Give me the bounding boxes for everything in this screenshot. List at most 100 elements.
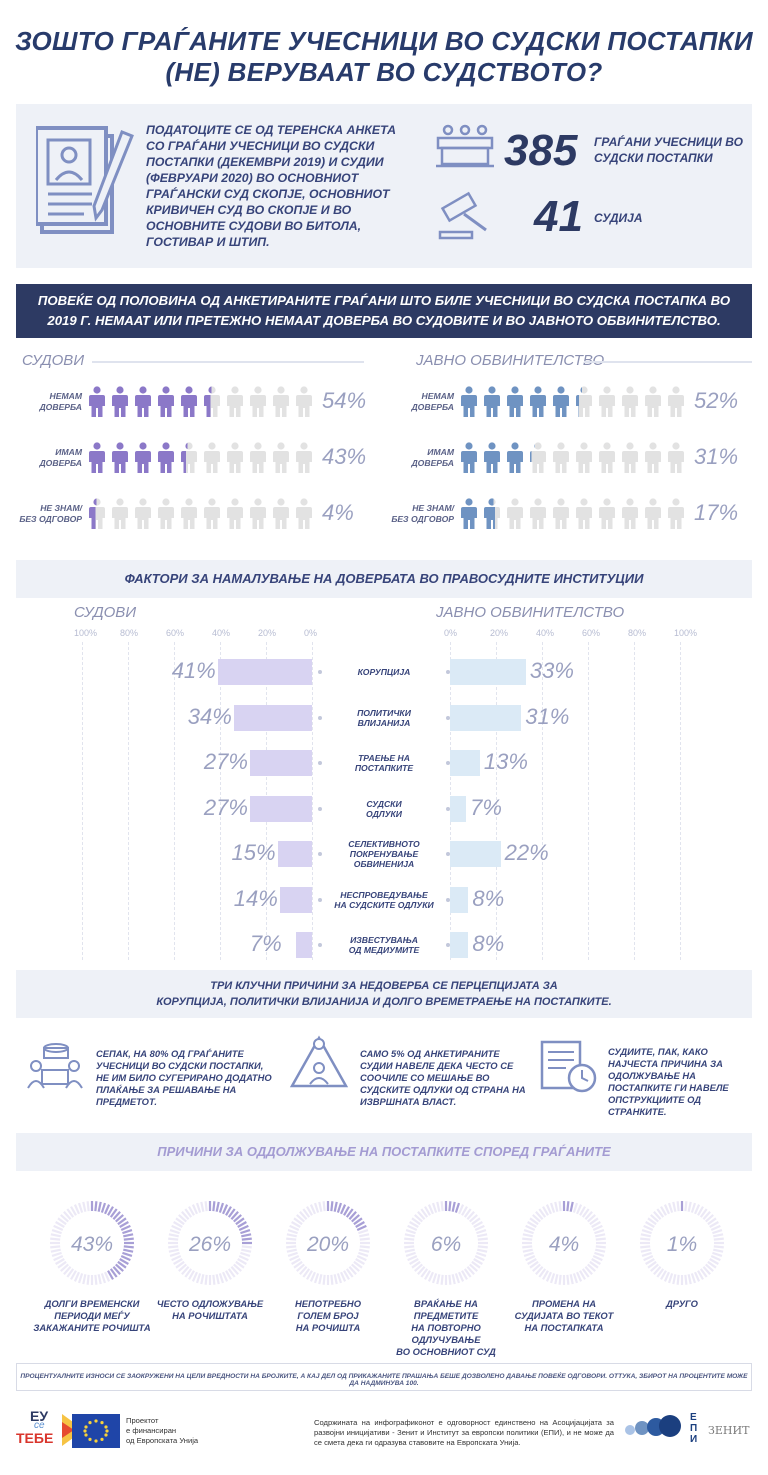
gridline: [312, 642, 313, 960]
left-axis-tick: 100%: [74, 628, 98, 638]
delays-title-band: ПРИЧИНИ ЗА ОДДОЛЖУВАЊЕ НА ПОСТАПКИТЕ СПО…: [16, 1133, 752, 1171]
delay-donut: 26%: [168, 1201, 252, 1285]
person-icon: [181, 442, 197, 473]
person-icon: [89, 386, 105, 417]
citizens-label: ГРАЃАНИ УЧЕСНИЦИ ВО СУДСКИ ПОСТАПКИ: [594, 135, 743, 165]
person-icon: [599, 442, 615, 473]
delay-label: ВРАЌАЊЕ НА ПРЕДМЕТИТЕ НА ПОВТОРНО ОДЛУЧУВ…: [396, 1298, 496, 1357]
factors-left-header: СУДОВИ: [74, 604, 137, 621]
person-icon: [204, 386, 220, 417]
delay-percent: 20%: [306, 1233, 349, 1256]
intro-panel: ПОДАТОЦИТЕ СЕ ОД ТЕРЕНСКА АНКЕТА СО ГРАЃ…: [16, 104, 752, 268]
key-fact-1: СЕПАК, НА 80% ОД ГРАЃАНИТЕ УЧЕСНИЦИ ВО С…: [96, 1048, 272, 1107]
person-icon: [158, 386, 174, 417]
right-axis-tick: 40%: [536, 628, 555, 638]
delay-donut: 1%: [640, 1201, 724, 1285]
person-icon: [181, 498, 197, 529]
person-icon: [461, 498, 477, 529]
bar-dot: [318, 897, 322, 902]
epi-logo-text: ЕПИ: [690, 1412, 698, 1445]
factor-category-label: СЕЛЕКТИВНОТО ПОКРЕНУВАЊЕ ОБВИНЕНИЈА: [348, 839, 420, 869]
prosecution-bar-label: 7%: [470, 794, 502, 820]
person-icon: [645, 442, 661, 473]
person-icon: [576, 442, 592, 473]
courts-pictogram: [88, 386, 313, 418]
courts-percent: 43%: [322, 444, 367, 469]
eu-flag-icon: [72, 1414, 120, 1448]
courts-divider: [92, 361, 364, 363]
courts-bar-label: 14%: [233, 885, 278, 911]
delay-percent: 6%: [431, 1233, 461, 1256]
courts-pictogram: [88, 442, 313, 474]
prosecution-bar-label: 13%: [483, 749, 528, 774]
bar-dot: [318, 670, 322, 674]
prosecution-percent: 52%: [694, 388, 739, 413]
person-icon: [227, 386, 243, 417]
gridline: [128, 642, 129, 960]
delay-donut: 4%: [522, 1201, 606, 1285]
person-icon: [668, 442, 684, 473]
person-icon: [89, 442, 105, 473]
factor-category-label: ИЗВЕСТУВАЊА ОД МЕДИУМИТЕ: [348, 935, 420, 955]
courts-bar-label: 7%: [249, 931, 282, 956]
courts-header: СУДОВИ: [22, 352, 85, 369]
delay-label: ДОЛГИ ВРЕМЕНСКИ ПЕРИОДИ МЕЃУ ЗАКАЖАНИТЕ РО…: [33, 1298, 151, 1333]
factor-category-label: НЕСПРОВЕДУВАЊЕ НА СУДСКИТЕ ОДЛУКИ: [334, 889, 434, 910]
person-icon: [484, 386, 500, 417]
person-icon: [250, 498, 266, 529]
triangle-people-icon: [289, 1035, 349, 1088]
person-icon: [530, 498, 546, 529]
judges-label: СУДИЈА: [594, 211, 643, 225]
key-fact-3: СУДИИТЕ, ПАК, КАКО НАЈЧЕСТА ПРИЧИНА ЗА О…: [608, 1046, 729, 1117]
left-axis-tick: 0%: [304, 628, 318, 638]
delay-donut: 6%: [404, 1201, 488, 1285]
gridline: [634, 642, 635, 960]
prosecution-pictogram: [460, 386, 685, 418]
judges-count: 41: [534, 192, 583, 241]
prosecution-header: ЈАВНО ОБВИНИТЕЛСТВО: [416, 352, 605, 369]
gridline: [588, 642, 589, 960]
disclaimer-text: Содржината на инфографиконот е одговорно…: [314, 1418, 614, 1447]
prosecution-row-label: НЕ ЗНАМ/БЕЗ ОДГОВОР: [391, 503, 454, 524]
footnote: ПРОЦЕНТУАЛНИТЕ ИЗНОСИ СЕ ЗАОКРУЖЕНИ НА Ц…: [16, 1363, 752, 1391]
person-icon: [530, 386, 546, 417]
prosecution-pictogram: [460, 442, 685, 474]
bar-dot: [446, 897, 450, 902]
courts-bar: [279, 886, 312, 913]
person-icon: [622, 498, 638, 529]
courts-percent: 4%: [322, 500, 354, 525]
person-icon: [250, 442, 266, 473]
person-icon: [622, 442, 638, 473]
factors-right-header: ЈАВНО ОБВИНИТЕЛСТВО: [436, 604, 625, 621]
person-icon: [553, 386, 569, 417]
left-axis-tick: 60%: [166, 628, 185, 638]
right-axis-tick: 80%: [628, 628, 647, 638]
courts-bar: [249, 795, 312, 822]
prosecution-bar: [450, 886, 469, 913]
bar-dot: [446, 715, 450, 720]
delay-donut: 20%: [286, 1201, 370, 1285]
courtroom-icon: [436, 124, 494, 168]
gridline: [542, 642, 543, 960]
person-icon: [112, 386, 128, 417]
delay-percent: 43%: [71, 1233, 113, 1256]
courts-bar: [249, 750, 312, 776]
person-icon: [599, 498, 615, 529]
project-funding-text: Проектот е финансиран од Европската Униј…: [126, 1416, 199, 1445]
person-icon: [507, 498, 523, 529]
delay-label: ПРОМЕНА НА СУДИЈАТА ВО ТЕКОТ НА ПОСТАПКАТА: [514, 1298, 614, 1333]
bar-dot: [446, 943, 450, 947]
person-icon: [181, 386, 197, 417]
factor-category-label: ПОЛИТИЧКИ ВЛИЈАНИЈА: [357, 707, 411, 728]
bar-dot: [446, 806, 450, 811]
person-icon: [158, 442, 174, 473]
left-axis-tick: 40%: [212, 628, 231, 638]
prosecution-row-label: НЕМАМ ДОВЕРБА: [411, 391, 454, 412]
person-icon: [204, 498, 220, 529]
delay-percent: 1%: [667, 1233, 697, 1256]
delay-donut: 43%: [50, 1201, 134, 1285]
delay-label: НЕПОТРЕБНО ГОЛЕМ БРОЈ НА РОЧИШТА: [295, 1298, 361, 1333]
person-icon: [112, 498, 128, 529]
eu-za-tebe-logo: ЕУ се ТЕБЕ: [16, 1408, 84, 1448]
right-axis-tick: 20%: [490, 628, 509, 638]
